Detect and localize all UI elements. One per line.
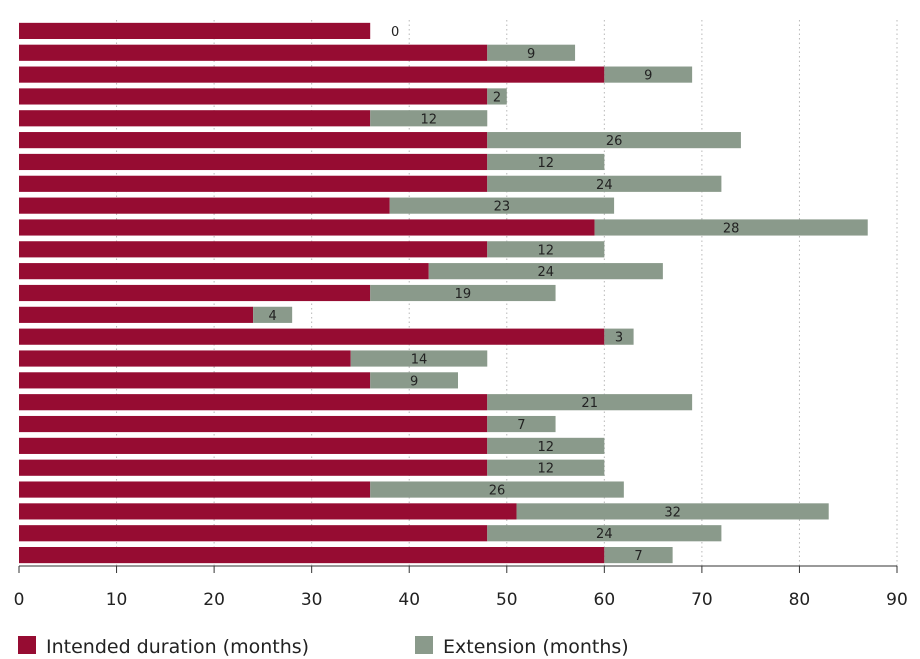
bar-label-extension-9: 28: [723, 221, 740, 236]
x-tick-label-0: 0: [14, 590, 25, 610]
bar-intended-4: [19, 110, 371, 127]
x-axis: 0 10 20 30 40 50 60 70 80 90: [14, 565, 908, 610]
x-tick-label-40: 40: [398, 590, 420, 610]
bar-label-extension-12: 19: [455, 287, 472, 302]
bar-intended-19: [19, 437, 488, 454]
bar-extension-13: [253, 306, 293, 323]
bar-label-extension-2: 9: [644, 69, 652, 84]
bar-label-extension-3: 2: [493, 90, 501, 105]
x-tick-label-70: 70: [691, 590, 713, 610]
bar-extension-17: [487, 394, 693, 411]
bar-intended-2: [19, 66, 605, 83]
bar-intended-11: [19, 263, 429, 280]
bar-extension-22: [516, 503, 829, 520]
bar-label-extension-4: 12: [420, 112, 437, 127]
bar-label-extension-21: 26: [489, 484, 506, 499]
bar-label-extension-11: 24: [538, 265, 555, 280]
bars: 0 9 9 2 12 26 12 24 23 28 12 24 19 4 3 14 9 21 7 12 12 26 32 24…: [19, 22, 868, 564]
bar-extension-11: [428, 263, 663, 280]
bar-label-extension-1: 9: [527, 47, 535, 62]
bar-intended-7: [19, 175, 488, 192]
bar-extension-20: [487, 459, 605, 476]
legend-swatch-extension: [415, 636, 433, 654]
bar-intended-15: [19, 350, 351, 367]
bar-intended-21: [19, 481, 371, 498]
bar-intended-5: [19, 132, 488, 149]
bar-extension-5: [487, 132, 741, 149]
bar-intended-16: [19, 372, 371, 389]
bar-intended-17: [19, 394, 488, 411]
bar-extension-3: [487, 88, 507, 105]
bar-intended-6: [19, 153, 488, 171]
bar-extension-14: [604, 328, 634, 345]
bar-extension-24: [604, 546, 673, 564]
bar-extension-19: [487, 437, 605, 454]
bar-intended-9: [19, 219, 595, 236]
bar-label-extension-8: 23: [494, 200, 511, 215]
bar-label-extension-17: 21: [581, 396, 598, 411]
bar-extension-15: [350, 350, 488, 367]
legend-label-extension: Extension (months): [443, 636, 629, 658]
bar-extension-2: [604, 66, 693, 83]
bar-extension-8: [389, 197, 615, 214]
bar-extension-1: [487, 44, 576, 61]
legend-swatch-intended: [18, 636, 36, 654]
legend: Intended duration (months) Extension (mo…: [18, 636, 629, 658]
bar-label-extension-10: 12: [538, 243, 555, 258]
bar-extension-6: [487, 153, 605, 171]
bar-intended-0: [19, 22, 371, 40]
bar-label-extension-14: 3: [615, 331, 623, 346]
bar-extension-9: [594, 219, 868, 236]
bar-intended-12: [19, 284, 371, 302]
bar-extension-23: [487, 525, 722, 542]
bar-label-extension-18: 7: [517, 418, 525, 433]
bar-label-extension-0: 0: [391, 25, 399, 40]
bar-intended-1: [19, 44, 488, 61]
bar-label-extension-19: 12: [538, 440, 555, 455]
x-tick-label-10: 10: [106, 590, 128, 610]
bar-intended-3: [19, 88, 488, 105]
x-tick-label-20: 20: [203, 590, 225, 610]
bar-label-extension-15: 14: [411, 353, 428, 368]
legend-label-intended: Intended duration (months): [46, 636, 309, 658]
bar-intended-10: [19, 241, 488, 258]
bar-label-extension-6: 12: [538, 156, 555, 171]
x-tick-label-60: 60: [594, 590, 616, 610]
bar-label-extension-13: 4: [269, 309, 277, 324]
bar-label-extension-7: 24: [596, 178, 613, 193]
bar-extension-18: [487, 415, 556, 433]
bar-label-extension-16: 9: [410, 374, 418, 389]
bar-extension-4: [370, 110, 488, 127]
bar-intended-14: [19, 328, 605, 345]
bar-extension-7: [487, 175, 722, 192]
bar-intended-18: [19, 415, 488, 433]
bar-intended-23: [19, 525, 488, 542]
bar-label-extension-22: 32: [664, 505, 681, 520]
bar-extension-16: [370, 372, 458, 389]
bar-extension-10: [487, 241, 605, 258]
bar-label-extension-24: 7: [634, 549, 642, 564]
bar-label-extension-5: 26: [606, 134, 623, 149]
bar-intended-13: [19, 306, 254, 323]
bar-intended-24: [19, 546, 605, 564]
bar-extension-12: [370, 284, 556, 302]
x-tick-label-50: 50: [496, 590, 518, 610]
bar-intended-8: [19, 197, 390, 214]
x-tick-label-90: 90: [886, 590, 908, 610]
x-tick-label-80: 80: [789, 590, 811, 610]
bar-intended-20: [19, 459, 488, 476]
bar-extension-21: [370, 481, 624, 498]
bar-label-extension-20: 12: [538, 462, 555, 477]
bar-intended-22: [19, 503, 517, 520]
bar-label-extension-23: 24: [596, 527, 613, 542]
x-tick-label-30: 30: [301, 590, 323, 610]
